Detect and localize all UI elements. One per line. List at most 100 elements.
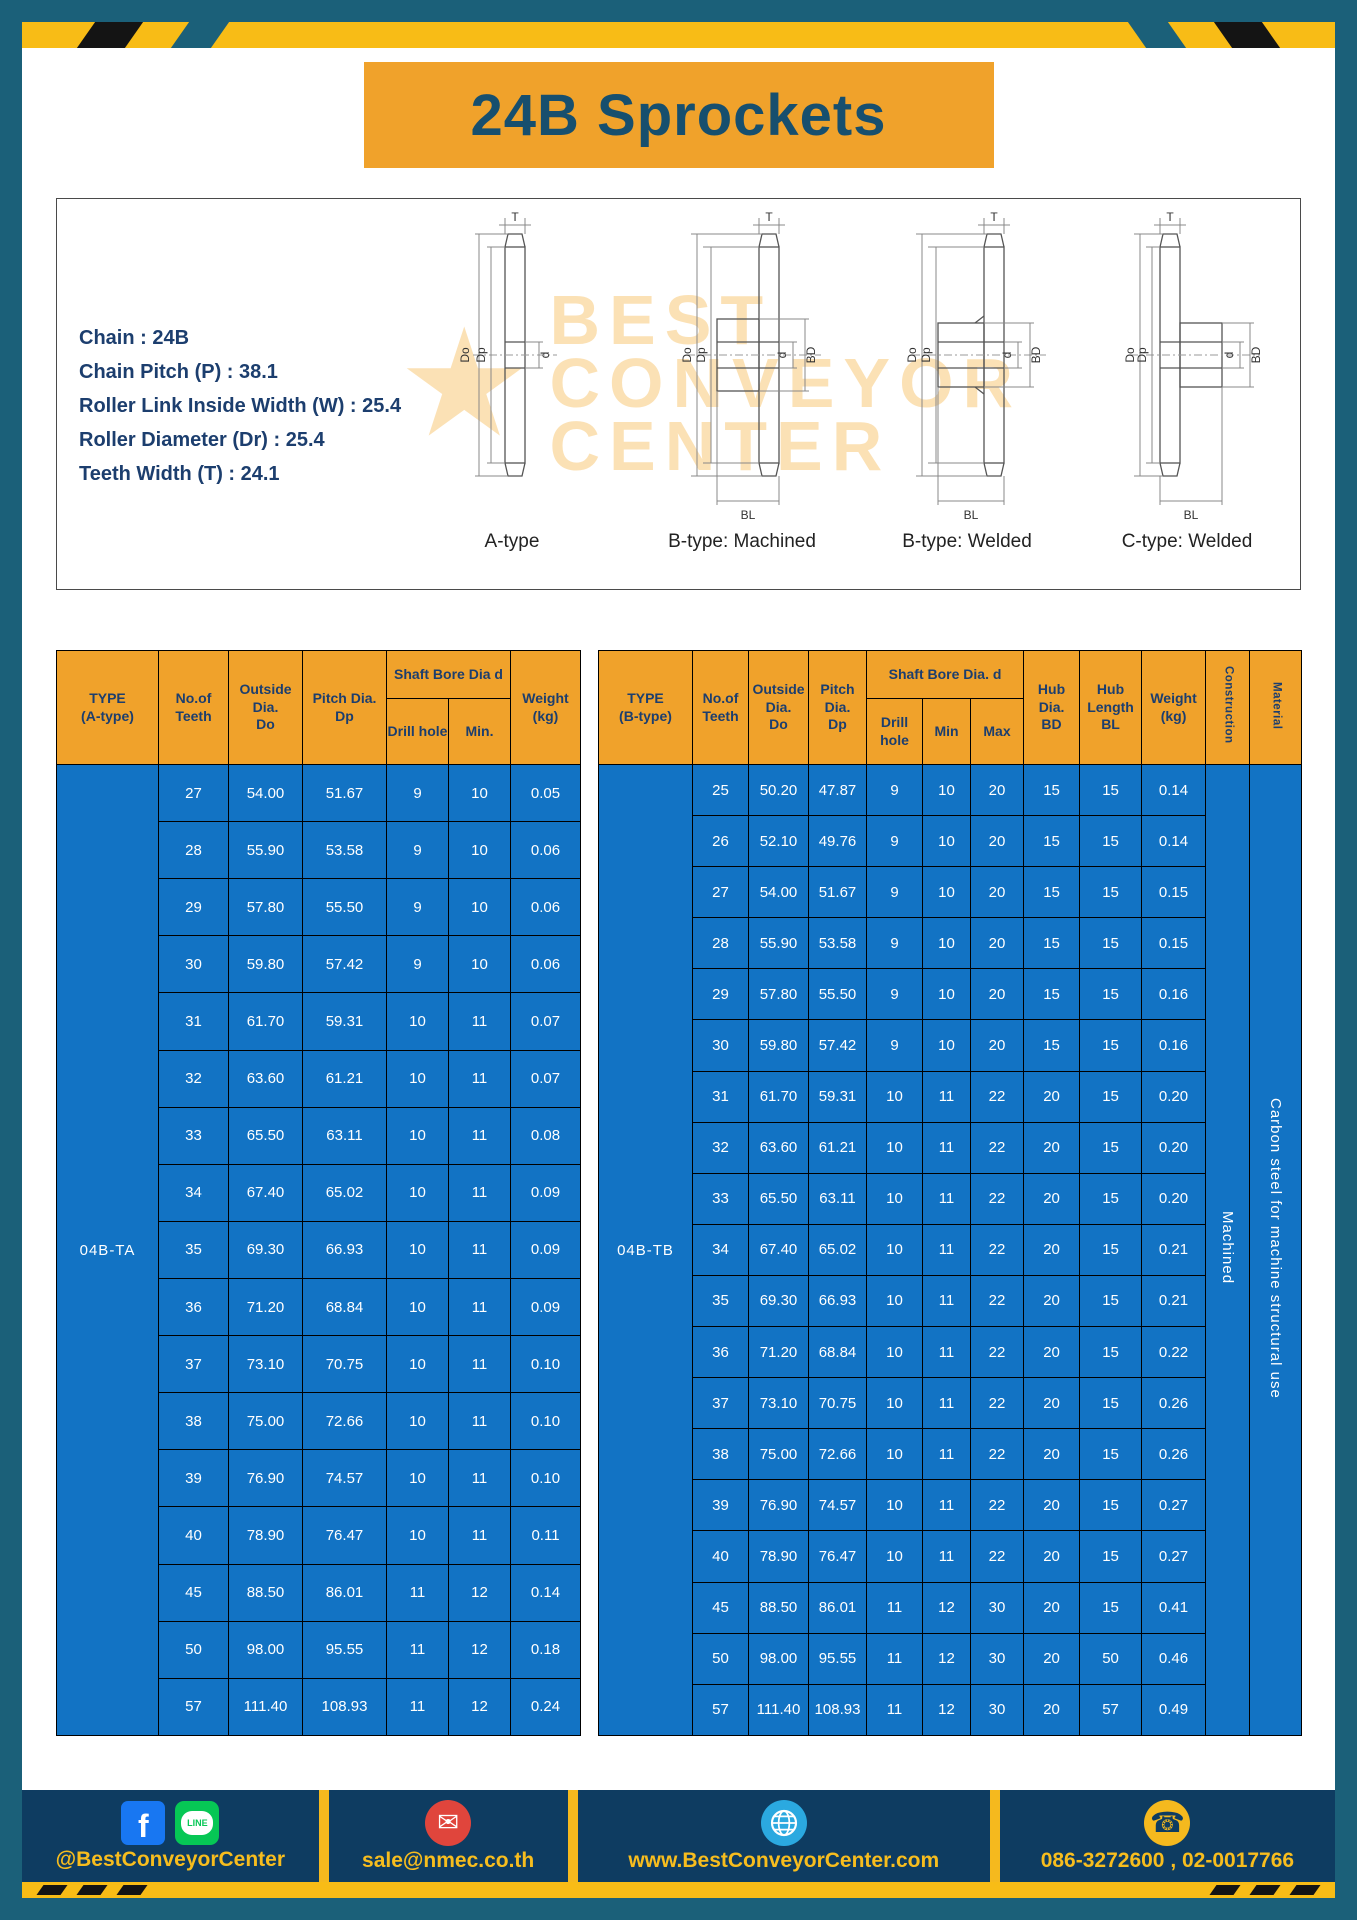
page-title: 24B Sprockets bbox=[470, 82, 887, 148]
table-row: 26 52.10 49.76 9 10 20 15 15 0.14 bbox=[599, 815, 1302, 868]
col-header-type: TYPE (B-type) bbox=[598, 650, 693, 765]
data-cell: 15 bbox=[1079, 1530, 1143, 1583]
data-cell: 9 bbox=[386, 935, 449, 994]
data-cell: 11 bbox=[448, 1220, 511, 1279]
data-cell: 40 bbox=[158, 1506, 229, 1565]
data-cell: 9 bbox=[866, 866, 923, 919]
data-cell: 69.30 bbox=[228, 1220, 303, 1279]
data-cell: 57 bbox=[692, 1683, 749, 1737]
table-row: 45 88.50 86.01 11 12 30 20 15 0.41 bbox=[599, 1581, 1302, 1634]
dim-label-Dp: Dp bbox=[474, 347, 488, 363]
data-cell: 76.47 bbox=[302, 1506, 387, 1565]
b-type-welded-drawing: T Do Dp d BD bbox=[905, 210, 1046, 522]
data-cell: 0.15 bbox=[1141, 917, 1207, 970]
data-cell: 35 bbox=[692, 1274, 749, 1328]
data-cell: 15 bbox=[1079, 1326, 1143, 1379]
data-cell: 11 bbox=[866, 1581, 923, 1634]
type-label-cell: 04B-TB bbox=[598, 764, 693, 1736]
data-cell: 10 bbox=[386, 1049, 449, 1108]
phone-icon: ☎ bbox=[1144, 1799, 1191, 1846]
data-cell: 0.14 bbox=[1141, 763, 1207, 817]
data-cell: 30 bbox=[692, 1019, 749, 1072]
data-cell: 20 bbox=[969, 763, 1025, 817]
hazard-stripe bbox=[69, 22, 151, 48]
data-cell: 11 bbox=[448, 1049, 511, 1108]
data-cell: 9 bbox=[866, 917, 923, 970]
table-row: 45 88.50 86.01 11 12 0.14 bbox=[57, 1563, 581, 1622]
data-cell: 0.16 bbox=[1141, 968, 1207, 1021]
data-cell: 30 bbox=[969, 1683, 1025, 1737]
data-cell: 78.90 bbox=[228, 1506, 303, 1565]
data-cell: 72.66 bbox=[302, 1392, 387, 1451]
drawing-label: A-type bbox=[484, 531, 540, 552]
table-row: 31 61.70 59.31 10 11 22 20 15 0.20 bbox=[599, 1070, 1302, 1123]
data-cell: 59.31 bbox=[808, 1070, 867, 1123]
b-type-machined-drawing: T Do Dp d BD bbox=[680, 210, 821, 522]
facebook-icon: f bbox=[121, 1800, 166, 1845]
data-cell: 65.02 bbox=[302, 1163, 387, 1222]
data-cell: 0.10 bbox=[510, 1392, 581, 1451]
data-cell: 36 bbox=[692, 1326, 749, 1379]
data-cell: 76.90 bbox=[748, 1479, 809, 1532]
data-cell: 75.00 bbox=[748, 1428, 809, 1481]
col-header-min: Min bbox=[922, 698, 971, 765]
data-cell: 11 bbox=[922, 1377, 971, 1430]
table-row: 30 59.80 57.42 9 10 20 15 15 0.16 bbox=[599, 1019, 1302, 1072]
data-cell: 9 bbox=[866, 968, 923, 1021]
drawing-b-type-welded: T Do Dp d BD bbox=[872, 209, 1062, 565]
data-cell: 9 bbox=[866, 815, 923, 868]
table-row: 50 98.00 95.55 11 12 30 20 50 0.46 bbox=[599, 1632, 1302, 1685]
table-row: 38 75.00 72.66 10 11 0.10 bbox=[57, 1392, 581, 1451]
data-cell: 10 bbox=[866, 1172, 923, 1225]
data-cell: 71.20 bbox=[228, 1277, 303, 1337]
data-cell: 10 bbox=[922, 968, 971, 1021]
data-cell: 78.90 bbox=[748, 1530, 809, 1583]
data-cell: 10 bbox=[866, 1121, 923, 1174]
data-cell: 72.66 bbox=[808, 1428, 867, 1481]
data-cell: 57 bbox=[1079, 1683, 1143, 1737]
data-cell: 63.11 bbox=[302, 1106, 387, 1165]
data-cell: 61.70 bbox=[228, 992, 303, 1051]
col-header-shaft-bore-group: Shaft Bore Dia d bbox=[386, 650, 511, 699]
line-icon: LINE bbox=[175, 1800, 220, 1845]
data-cell: 31 bbox=[158, 992, 229, 1051]
data-cell: 11 bbox=[448, 1277, 511, 1337]
drawing-label: B-type: Welded bbox=[902, 531, 1032, 552]
hazard-dash bbox=[116, 1885, 148, 1895]
data-cell: 15 bbox=[1079, 1581, 1143, 1634]
table-row: 57 111.40 108.93 11 12 30 20 57 0.49 bbox=[599, 1683, 1302, 1737]
hazard-stripe bbox=[1206, 22, 1288, 48]
col-header-max: Max bbox=[969, 698, 1025, 765]
data-cell: 0.06 bbox=[510, 878, 581, 937]
data-cell: 98.00 bbox=[748, 1632, 809, 1685]
drawing-label: C-type: Welded bbox=[1121, 531, 1253, 552]
data-cell: 15 bbox=[1079, 968, 1143, 1021]
data-cell: 22 bbox=[969, 1428, 1025, 1481]
data-cell: 50.20 bbox=[748, 763, 809, 817]
table-row: 39 76.90 74.57 10 11 22 20 15 0.27 bbox=[599, 1479, 1302, 1532]
table-row: 04B-TB 25 50.20 47.87 9 10 20 15 15 0.14 Machined C… bbox=[598, 763, 1303, 1736]
data-cell: 68.84 bbox=[302, 1277, 387, 1337]
data-cell: 30 bbox=[969, 1581, 1025, 1634]
data-cell: 15 bbox=[1023, 968, 1081, 1021]
data-cell: 10 bbox=[866, 1377, 923, 1430]
data-cell: 27 bbox=[158, 763, 229, 823]
data-cell: 11 bbox=[866, 1632, 923, 1685]
diagram-panel: ★ BEST CONVEYOR CENTER Chain : 24B Chain… bbox=[56, 198, 1301, 590]
table-row: 35 69.30 66.93 10 11 0.09 bbox=[57, 1220, 581, 1279]
data-cell: 61.21 bbox=[302, 1049, 387, 1108]
dim-label-BD: BD bbox=[1029, 346, 1043, 363]
data-cell: 20 bbox=[1023, 1274, 1081, 1328]
data-cell: 0.26 bbox=[1141, 1428, 1207, 1481]
data-cell: 34 bbox=[692, 1223, 749, 1276]
table-row: 33 65.50 63.11 10 11 0.08 bbox=[57, 1106, 581, 1165]
data-cell: 10 bbox=[386, 1506, 449, 1565]
data-cell: 39 bbox=[158, 1449, 229, 1508]
chain-specs: Chain : 24B Chain Pitch (P) : 38.1 Rolle… bbox=[79, 321, 401, 491]
data-cell: 38 bbox=[692, 1428, 749, 1481]
data-cell: 57.80 bbox=[228, 878, 303, 937]
data-cell: 9 bbox=[386, 878, 449, 937]
data-cell: 20 bbox=[1023, 1326, 1081, 1379]
sheet: 24B Sprockets ★ BEST CONVEYOR CENTER Cha… bbox=[22, 22, 1335, 1898]
data-cell: 70.75 bbox=[302, 1335, 387, 1394]
